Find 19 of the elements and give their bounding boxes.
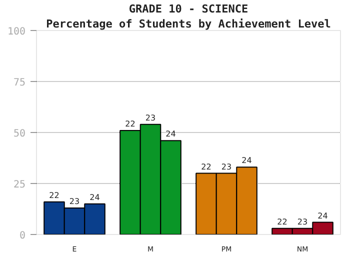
text: 23	[145, 113, 156, 122]
y-tick-label: 75	[13, 78, 26, 88]
series-label: 24	[90, 192, 100, 202]
text: 22	[201, 162, 212, 172]
text: 22	[277, 217, 288, 226]
y-tick-label: 25	[13, 180, 26, 190]
series-label: 23	[69, 196, 80, 206]
chart-subtitle: Percentage of Students by Achievement Level	[46, 18, 331, 30]
text: 22	[125, 119, 136, 128]
y-tick-label: 100	[7, 26, 26, 38]
text: 24	[318, 211, 328, 220]
text: 24	[166, 130, 176, 139]
y-tick-label: 50	[13, 128, 26, 140]
series-label: 22	[49, 190, 60, 200]
y-tick-label: 0	[19, 230, 26, 242]
text: 24	[242, 156, 252, 166]
chart-title: GRADE 10 - SCIENCE	[128, 2, 248, 16]
text: 23	[221, 162, 232, 172]
text: 23	[297, 217, 308, 226]
